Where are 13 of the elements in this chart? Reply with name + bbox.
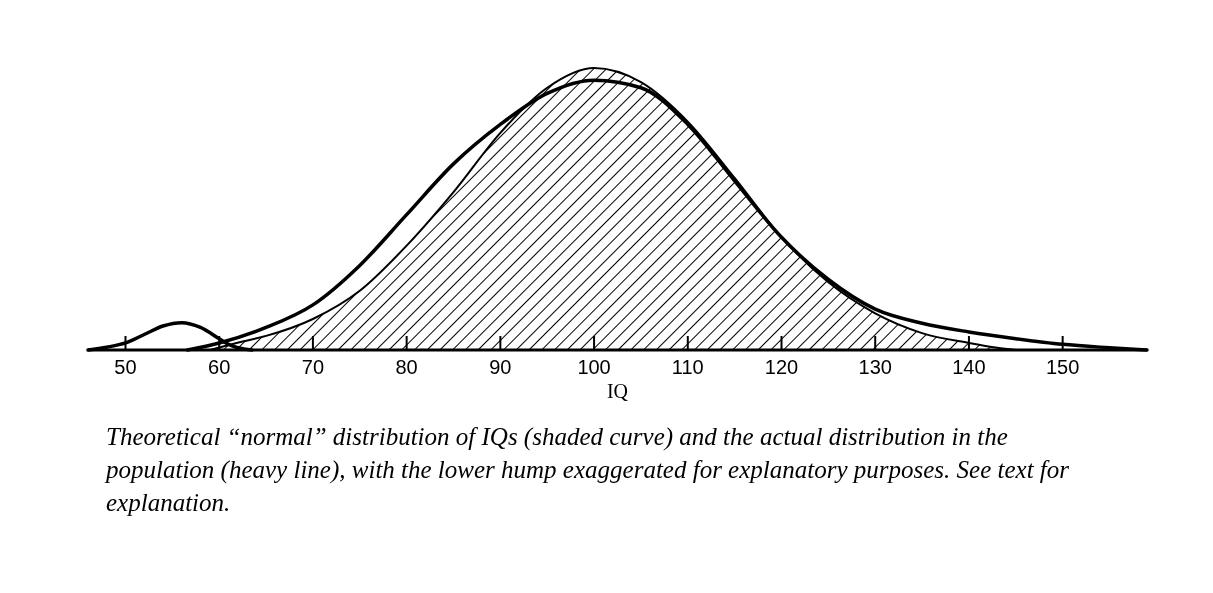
x-tick-label: 110: [671, 356, 704, 378]
text: Theoretical “normal” distribution of IQs (shaded curve) and the actual distribution in the population (heavy line), with the lower hump exaggerated for explanatory purposes. See text for explanation.: [104, 423, 1070, 516]
x-tick-label: 120: [764, 356, 799, 378]
x-tick-label: 70: [301, 356, 325, 378]
x-tick-label: 150: [1045, 356, 1080, 378]
x-tick-label: 90: [489, 356, 512, 378]
x-tick-label: 50: [114, 356, 137, 378]
x-tick-label: 80: [395, 356, 418, 378]
x-tick-label: 130: [858, 356, 892, 378]
x-tick-label: 100: [577, 356, 611, 378]
x-tick-label: 140: [952, 356, 986, 378]
x-axis-title: IQ: [606, 380, 629, 402]
x-tick-label: 60: [208, 356, 231, 378]
